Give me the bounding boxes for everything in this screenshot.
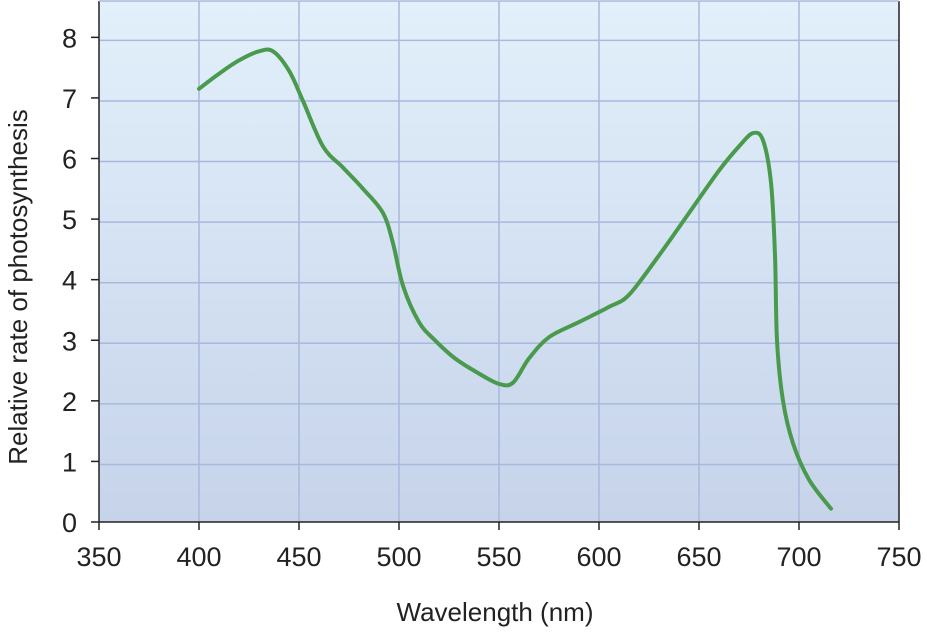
y-tick-label-6: 6 [62,145,77,175]
y-axis-label: Relative rate of photosynthesis [3,109,33,465]
y-tick-label-3: 3 [62,326,77,356]
y-tick-label-0: 0 [62,508,77,538]
x-axis-label: Wavelength (nm) [397,597,594,627]
x-tick-label-5: 600 [576,542,621,572]
x-axis-ticks: 350 400 450 500 550 600 650 700 750 [76,522,922,572]
y-tick-label-8: 8 [62,23,77,53]
y-tick-label-1: 1 [62,447,77,477]
x-tick-label-4: 550 [476,542,521,572]
y-tick-label-7: 7 [62,84,77,114]
series-group [197,47,833,511]
x-tick-label-0: 350 [76,542,121,572]
x-tick-label-6: 650 [676,542,721,572]
y-tick-label-4: 4 [62,266,77,296]
series-line-0 [197,47,833,511]
x-tick-label-2: 450 [276,542,321,572]
y-axis-ticks: 0 1 2 3 4 5 6 7 8 [62,23,99,538]
y-tick-label-5: 5 [62,205,77,235]
x-tick-label-8: 750 [876,542,921,572]
x-tick-label-7: 700 [776,542,821,572]
x-tick-label-1: 400 [176,542,221,572]
x-tick-label-3: 500 [376,542,421,572]
y-tick-label-2: 2 [62,387,77,417]
grid-lines [99,1,899,522]
